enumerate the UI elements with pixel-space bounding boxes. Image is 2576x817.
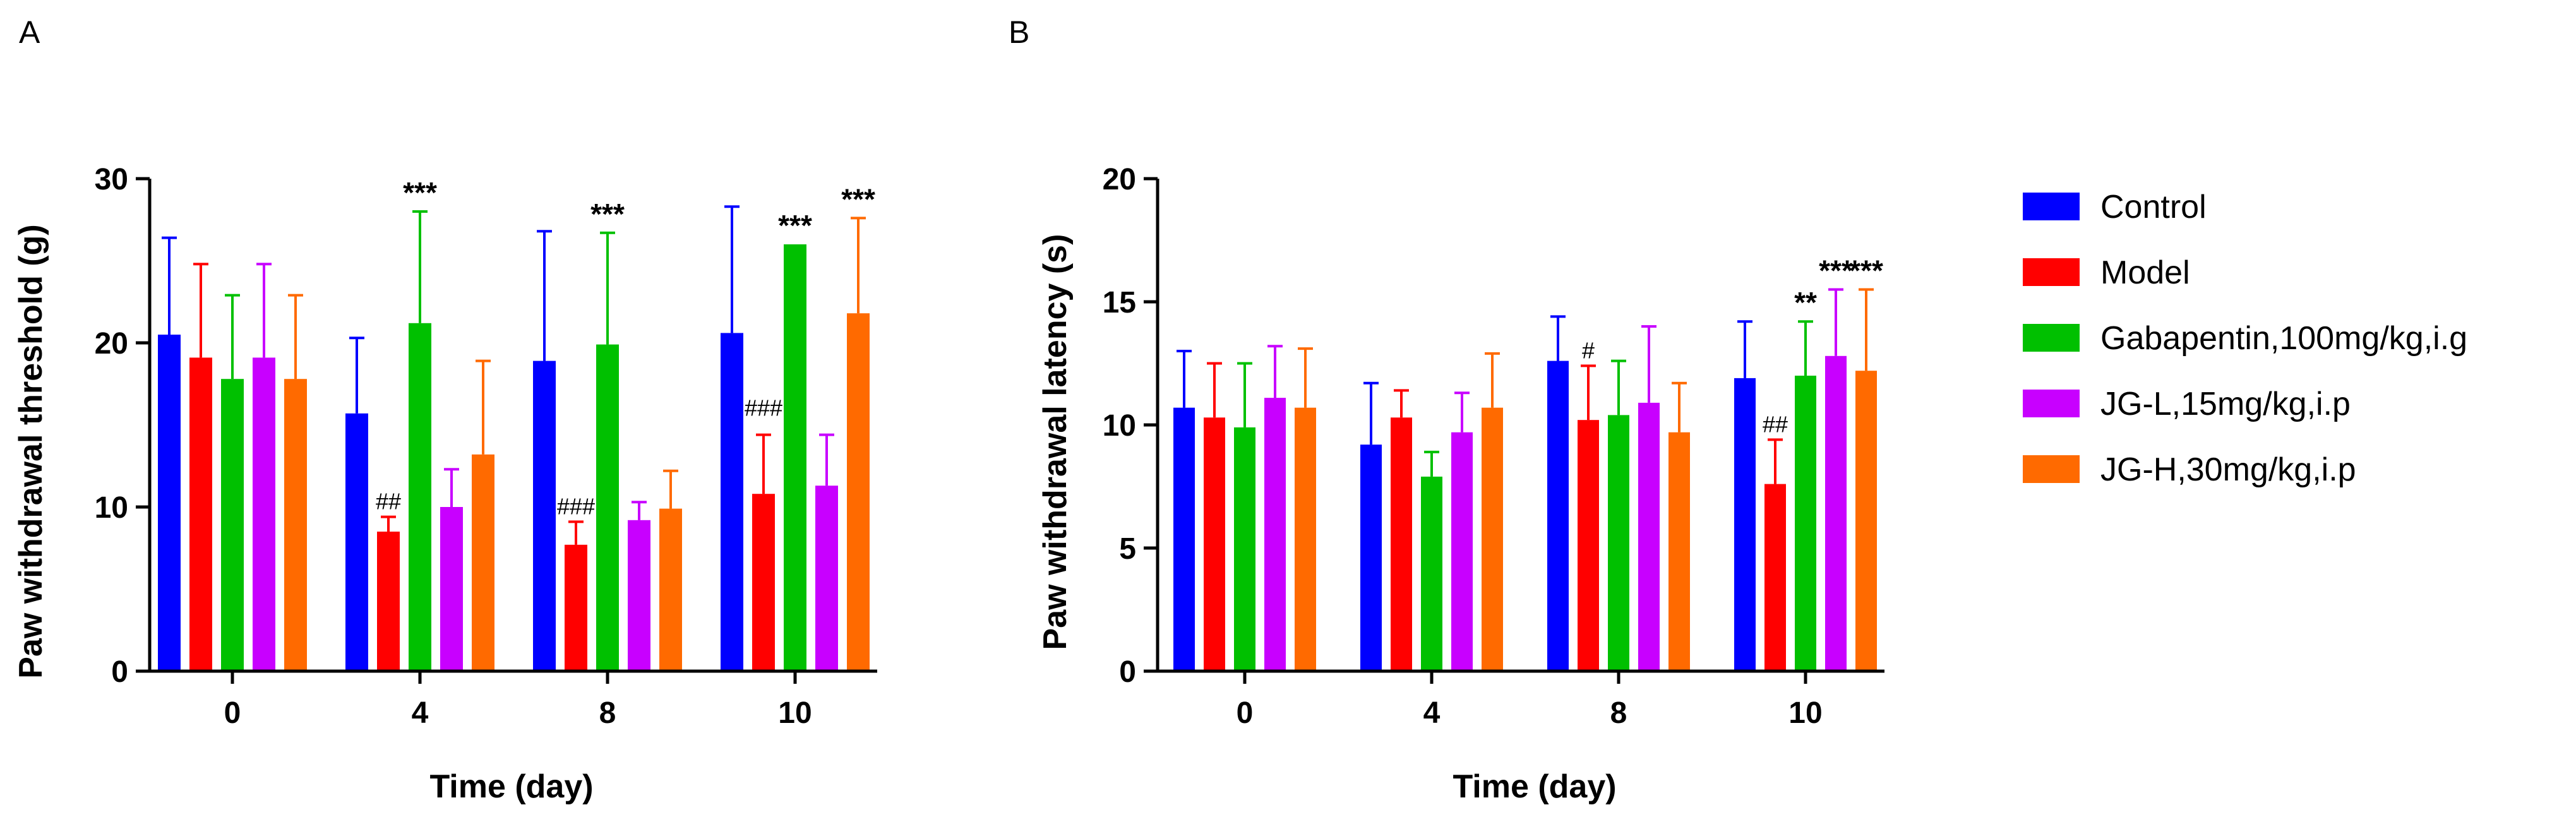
panel-b-y-tick-label-0: 0	[1119, 655, 1136, 689]
panel-b-y-tick-label-4: 20	[1103, 163, 1136, 196]
legend-label-2: Gabapentin,100mg/kg,i.g	[2100, 320, 2467, 357]
panel-a-x-tick-label-3: 10	[778, 696, 812, 730]
panel-a-chart: A ## *** ### *** ### *** *** 0 10 20 30 0 4 8 10 Time…	[13, 15, 877, 805]
panel-b-y-tick-label-1: 5	[1119, 532, 1136, 566]
panel-b-bar-0-series-0	[1173, 407, 1195, 671]
panel-a-x-tick-label-2: 8	[599, 696, 616, 730]
panel-a-annotation-3: ***	[590, 198, 625, 230]
panel-a-bars: ## *** ### *** ### *** ***	[158, 176, 875, 671]
panel-b-bar-4-series-1	[1391, 417, 1412, 671]
panel-b-bar-4-series-4	[1482, 407, 1503, 671]
panel-b-bar-4-series-0	[1360, 444, 1382, 671]
panel-a-x-tick-label-1: 4	[412, 696, 429, 730]
panel-a-bar-10-series-2	[784, 244, 806, 671]
panel-a-bar-0-series-0	[158, 335, 181, 671]
panel-b-bar-8-series-3	[1638, 402, 1660, 671]
panel-a-bar-4-series-4	[472, 454, 494, 671]
legend-swatch-3	[2023, 390, 2080, 417]
panel-b-x-tick-label-1: 4	[1423, 696, 1441, 730]
panel-b-axes: 0 5 10 15 20 0 4 8 10	[1103, 163, 1884, 730]
panel-a-x-tick-label-0: 0	[224, 696, 241, 730]
panel-b-annotation-4: ***	[1849, 254, 1883, 287]
legend-swatch-0	[2023, 193, 2080, 220]
panel-b-x-tick-label-3: 10	[1788, 696, 1822, 730]
panel-b-y-tick-label-2: 10	[1103, 409, 1136, 443]
panel-a-bar-4-series-0	[345, 413, 368, 671]
panel-b-bar-10-series-2	[1795, 376, 1816, 671]
panel-b-bar-10-series-1	[1764, 484, 1786, 671]
panel-a-x-axis-title: Time (day)	[429, 768, 593, 805]
panel-a-bar-8-series-1	[565, 544, 587, 671]
panel-a-bar-0-series-1	[189, 357, 212, 671]
panel-a-axes: 0 10 20 30 0 4 8 10	[95, 163, 877, 730]
panel-b-bar-0-series-2	[1234, 427, 1255, 671]
panel-b-bar-4-series-2	[1421, 476, 1442, 671]
panel-b-bar-0-series-4	[1295, 407, 1316, 671]
panel-b-x-tick-label-2: 8	[1610, 696, 1627, 730]
panel-a-annotation-4: ###	[745, 395, 782, 421]
panel-b-letter: B	[1009, 15, 1029, 50]
panel-a-annotation-0: ##	[376, 489, 401, 515]
panel-b-bar-10-series-3	[1825, 355, 1847, 671]
panel-a-bar-4-series-3	[440, 507, 463, 671]
panel-a-annotation-1: ***	[403, 176, 437, 209]
legend-swatch-2	[2023, 324, 2080, 352]
panel-a-bar-8-series-4	[659, 508, 682, 671]
legend-label-0: Control	[2100, 189, 2207, 225]
panel-a-bar-8-series-3	[628, 520, 650, 671]
panel-a-bar-0-series-3	[253, 357, 275, 671]
panel-a-bar-10-series-3	[815, 486, 838, 671]
panel-a-y-tick-label-3: 30	[95, 163, 128, 196]
panel-b-bar-8-series-4	[1668, 432, 1690, 671]
panel-b-x-tick-label-0: 0	[1237, 696, 1254, 730]
panel-b-bar-0-series-1	[1204, 417, 1225, 671]
panel-a-bar-8-series-0	[533, 361, 556, 671]
legend-label-4: JG-H,30mg/kg,i.p	[2100, 451, 2356, 488]
panel-b-bar-8-series-0	[1547, 361, 1569, 671]
panel-a-bar-0-series-4	[284, 379, 307, 671]
legend: Control Model Gabapentin,100mg/kg,i.g JG-L,…	[2023, 189, 2467, 488]
panel-a-letter: A	[19, 15, 40, 50]
panel-a-y-tick-label-1: 10	[95, 491, 128, 525]
panel-a-bar-10-series-4	[847, 313, 870, 671]
panel-a-bar-4-series-1	[377, 532, 400, 671]
panel-b-y-axis-title: Paw withdrawal latency (s)	[1037, 234, 1074, 650]
panel-b-bars: ###********	[1173, 254, 1883, 671]
panel-b-bar-4-series-3	[1451, 432, 1473, 671]
legend-swatch-4	[2023, 455, 2080, 483]
panel-b-annotation-0: #	[1582, 337, 1595, 363]
panel-b-annotation-2: **	[1794, 286, 1817, 319]
legend-label-3: JG-L,15mg/kg,i.p	[2100, 386, 2351, 422]
panel-a-bar-4-series-2	[409, 323, 431, 671]
panel-a-y-tick-label-2: 20	[95, 327, 128, 361]
panel-a-annotation-2: ###	[557, 493, 595, 519]
panel-a-y-tick-label-0: 0	[111, 655, 128, 689]
panel-a-bar-10-series-0	[721, 333, 743, 671]
panel-b-y-tick-label-3: 15	[1103, 286, 1136, 319]
panel-b-bar-8-series-1	[1578, 420, 1599, 671]
panel-a-bar-8-series-2	[596, 344, 619, 671]
panel-b-bar-10-series-0	[1734, 378, 1756, 671]
panel-b-bar-8-series-2	[1608, 415, 1629, 671]
panel-b-bar-10-series-4	[1855, 371, 1877, 671]
legend-label-1: Model	[2100, 254, 2190, 291]
panel-b-x-axis-title: Time (day)	[1453, 768, 1616, 805]
legend-swatch-1	[2023, 258, 2080, 286]
panel-b-annotation-3: ***	[1819, 254, 1853, 287]
panel-a-bar-0-series-2	[221, 379, 244, 671]
panel-b-annotation-1: ##	[1763, 411, 1788, 437]
panel-a-annotation-5: ***	[778, 209, 812, 242]
panel-a-bar-10-series-1	[752, 494, 775, 671]
panel-a-annotation-6: ***	[841, 182, 875, 215]
panel-a-y-axis-title: Paw withdrawal threshold (g)	[13, 224, 49, 678]
panel-b-bar-0-series-3	[1264, 398, 1286, 671]
